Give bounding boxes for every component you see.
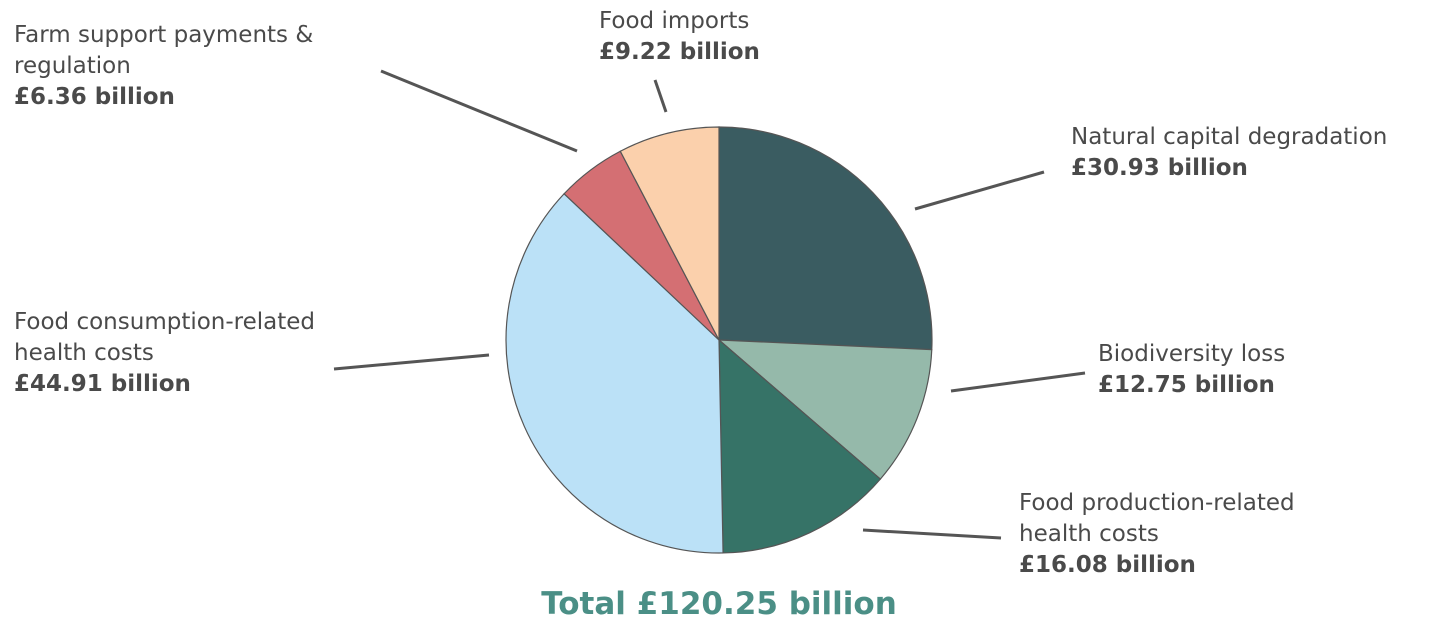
- pie-slice-food-imports: [619, 126, 720, 341]
- slice-name: Food consumption-related health costs: [14, 309, 316, 366]
- leader-food-consumption-health-costs: [333, 353, 490, 371]
- slice-value: £12.75 billion: [1098, 372, 1275, 398]
- pie-slice-natural-capital-degradation: [718, 126, 933, 351]
- leader-natural-capital-degradation: [914, 170, 1045, 211]
- slice-value: £9.22 billion: [599, 39, 760, 65]
- label-food-consumption-health-costs: Food consumption-related health costs £4…: [14, 307, 384, 400]
- label-natural-capital-degradation: Natural capital degradation £30.93 billi…: [1071, 122, 1387, 184]
- slice-value: £6.36 billion: [14, 84, 175, 110]
- label-farm-support-payments: Farm support payments & regulation £6.36…: [14, 20, 374, 113]
- leader-food-production-health-costs: [862, 528, 1002, 540]
- label-biodiversity-loss: Biodiversity loss £12.75 billion: [1098, 339, 1285, 401]
- slice-value: £44.91 billion: [14, 371, 191, 397]
- slice-value: £30.93 billion: [1071, 155, 1248, 181]
- slice-name: Farm support payments & regulation: [14, 22, 314, 79]
- pie-slice-biodiversity-loss: [717, 339, 933, 480]
- slice-name: Food production-related health costs: [1019, 490, 1295, 547]
- chart-total: Total £120.25 billion: [541, 586, 897, 622]
- leader-lines: [333, 69, 1086, 540]
- label-food-imports: Food imports £9.22 billion: [599, 6, 760, 68]
- slice-name: Biodiversity loss: [1098, 341, 1286, 367]
- label-food-production-health-costs: Food production-related health costs £16…: [1019, 488, 1359, 581]
- pie-slice-food-consumption-related-health-costs: [505, 192, 724, 554]
- leader-biodiversity-loss: [950, 371, 1086, 393]
- leader-food-imports: [653, 79, 668, 113]
- slice-name: Food imports: [599, 8, 750, 34]
- slice-value: £16.08 billion: [1019, 552, 1196, 578]
- pie-slices: [505, 126, 933, 554]
- slice-name: Natural capital degradation: [1071, 124, 1388, 150]
- pie-slice-food-production-related-health-costs: [718, 338, 882, 554]
- leader-farm-support-payments: [380, 69, 578, 153]
